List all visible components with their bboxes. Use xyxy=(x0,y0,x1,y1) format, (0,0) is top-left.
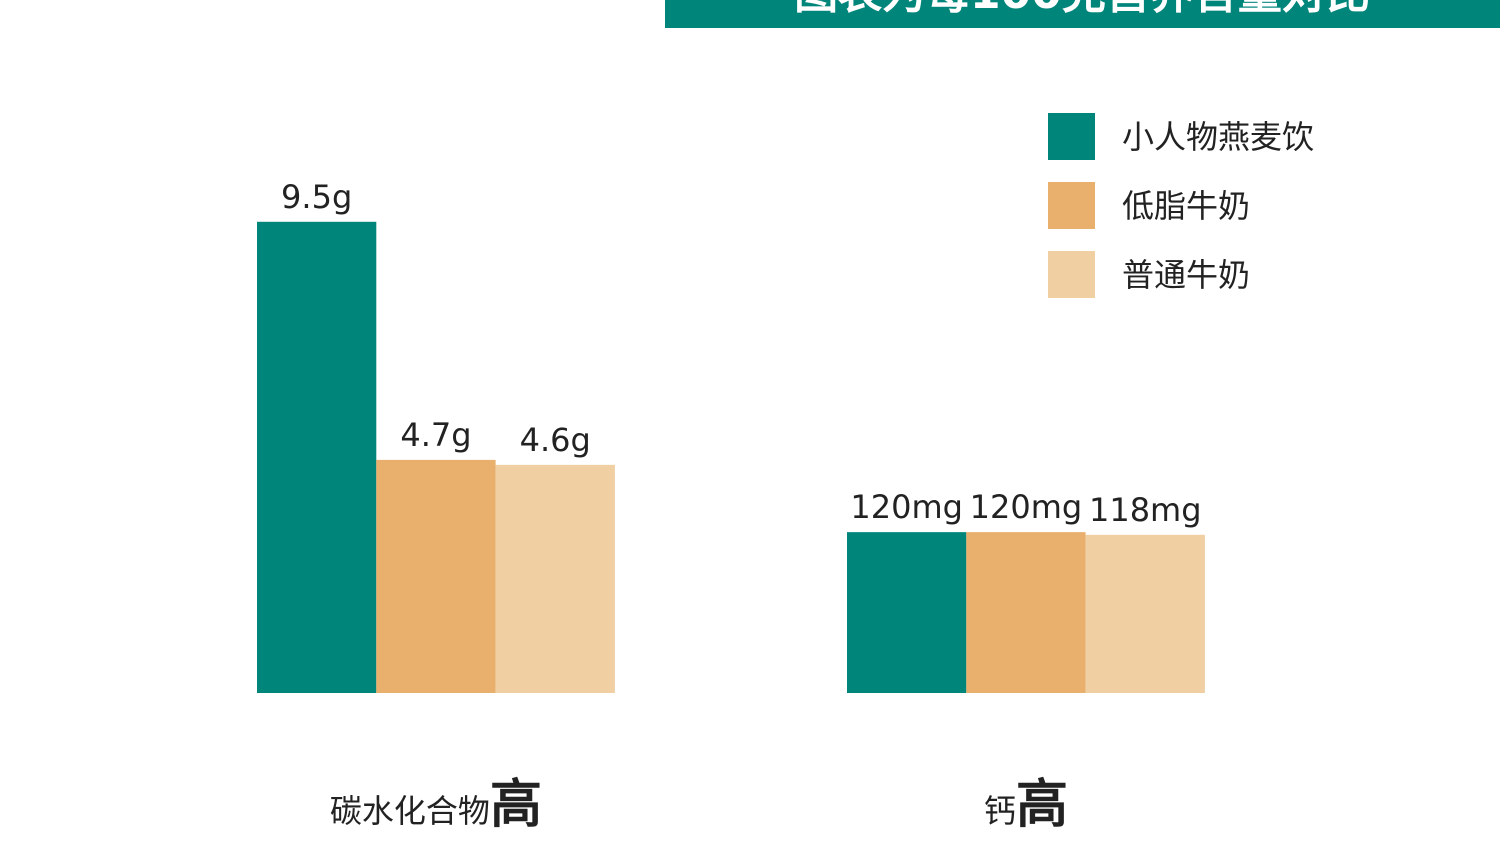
legend-label: 小人物燕麦饮 xyxy=(1122,118,1314,156)
title-bar xyxy=(665,0,1500,28)
legend-label: 普通牛奶 xyxy=(1122,256,1250,294)
value-label: 120mg xyxy=(970,488,1083,526)
legend-swatch xyxy=(1048,113,1095,160)
legend-swatch xyxy=(1048,251,1095,298)
value-label: 118mg xyxy=(1089,491,1202,529)
bar xyxy=(847,532,967,693)
category-emphasis: 高 xyxy=(1016,775,1068,835)
value-label: 4.7g xyxy=(400,416,471,454)
bar xyxy=(257,221,377,694)
legend-label: 低脂牛奶 xyxy=(1122,187,1250,225)
category-label: 碳水化合物高 xyxy=(330,775,542,835)
legend-swatch xyxy=(1048,182,1095,229)
bar xyxy=(376,459,496,693)
category-label: 钙高 xyxy=(984,775,1068,835)
bar xyxy=(966,532,1086,693)
value-label: 4.6g xyxy=(520,421,591,459)
category-name: 钙 xyxy=(984,792,1016,830)
value-label: 120mg xyxy=(850,488,963,526)
chart-title: 图表为每100克营养含量对比 xyxy=(794,0,1370,19)
category-name: 碳水化合物 xyxy=(330,792,490,830)
value-label: 9.5g xyxy=(281,178,352,216)
bar xyxy=(495,464,615,693)
bar xyxy=(1085,534,1205,693)
category-emphasis: 高 xyxy=(490,775,542,835)
